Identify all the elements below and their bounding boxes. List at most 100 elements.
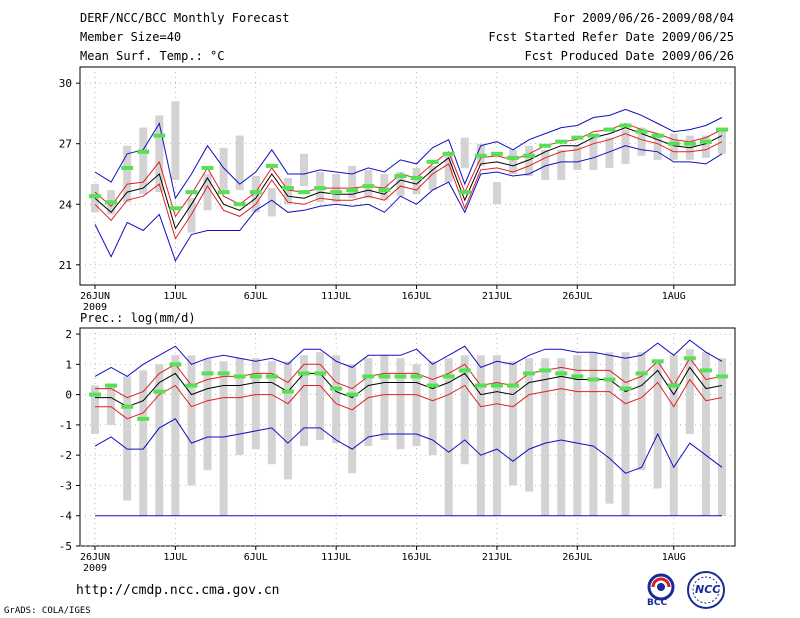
member-range-box [300,355,308,447]
median-marker [249,374,262,379]
median-marker [651,133,664,138]
inner-upper-line [94,122,723,218]
member-range-box [364,358,373,447]
median-marker [571,374,584,379]
member-range-box [203,173,212,211]
median-marker [330,190,343,195]
x-tick-label: 26JUL [562,552,592,563]
median-marker [362,184,375,189]
median-marker [137,416,150,421]
median-marker [442,151,455,156]
member-range-box [412,167,421,195]
member-range-box [267,188,276,217]
member-range-box [444,358,453,516]
median-marker [555,371,568,376]
member-range-box [428,361,437,456]
member-range-box [380,173,389,201]
member-range-box [396,358,405,450]
member-range-box [428,165,437,191]
member-range-box [396,171,405,197]
member-range-box [155,364,164,516]
member-range-box [219,147,228,195]
median-marker [619,123,632,128]
median-marker [523,371,536,376]
median-marker [651,359,664,364]
member-range-box [621,129,630,164]
member-range-box [171,355,180,516]
x-tick-label: 16JUL [401,552,431,563]
median-marker [619,386,632,391]
member-range-box [235,135,244,191]
median-marker [185,383,198,388]
member-range-box [155,115,164,193]
source-url[interactable]: http://cmdp.ncc.cma.gov.cn [76,583,280,598]
median-marker [474,153,487,158]
member-range-box [637,352,646,471]
median-marker [635,371,648,376]
member-range-box [412,364,421,447]
member-range-box [637,127,646,156]
inner-lower-line [95,378,723,420]
member-range-box [718,358,726,516]
outer-lower-line [94,145,723,262]
y-tick-label: 1 [65,358,72,371]
median-marker [539,368,552,373]
member-range-box [541,149,550,181]
member-range-box [139,127,148,195]
median-marker [121,165,134,170]
chart-panel-1: 2 1 0 -1 -2 -3 -4 -5 26JUN 1JUL 6JUL 11JUL 16JUL 21JU… [59,327,736,574]
x-tick-label: 26JUN [80,552,110,563]
member-range-box [701,352,710,516]
member-range-box [267,361,276,465]
median-marker [362,374,375,379]
member-range-box [123,376,132,501]
y-tick-label: -2 [59,449,72,462]
ensemble-mean-line [94,127,723,230]
ncc-logo-text: NCC [695,583,721,596]
median-marker [201,371,214,376]
member-range-box [332,355,341,444]
member-range-box [123,145,132,203]
median-marker [281,389,294,394]
median-marker [298,190,310,195]
member-range-box [476,355,485,516]
member-range-box [718,129,726,154]
x-year-label: 2009 [83,302,107,313]
member-range-box [573,355,582,516]
median-marker [233,374,246,379]
member-range-box [283,361,292,480]
member-range-box [701,135,710,158]
plot-frame [79,327,736,547]
median-marker [667,141,680,146]
median-marker [314,371,327,376]
variable-label: Mean Surf. Temp.: °C [80,49,225,63]
member-range-box [669,355,678,516]
x-tick-label: 16JUL [401,291,431,302]
median-marker [105,383,118,388]
median-marker [539,143,552,148]
median-marker [314,186,327,191]
median-marker [507,155,519,160]
x-tick-label: 21JUL [482,291,512,302]
member-range-box [525,358,534,492]
ensemble-mean-line [95,366,723,408]
median-marker [89,392,101,397]
median-marker [571,135,584,140]
member-range-box [348,364,357,474]
start-date: Fcst Started Refer Date 2009/06/25 [488,30,734,44]
median-marker [265,163,278,168]
member-range-box [460,137,469,168]
median-marker [217,190,230,195]
median-marker [442,374,455,379]
produced-date: Fcst Produced Date 2009/06/26 [524,49,734,63]
median-marker [458,368,471,373]
member-range-box [348,165,357,199]
median-marker [394,174,407,178]
member-range-box [492,355,501,516]
median-marker [378,188,391,193]
x-tick-label: 6JUL [244,552,268,563]
member-range-box [509,149,517,174]
median-marker [378,374,391,379]
member-range-box [380,355,389,441]
median-marker [683,356,696,361]
